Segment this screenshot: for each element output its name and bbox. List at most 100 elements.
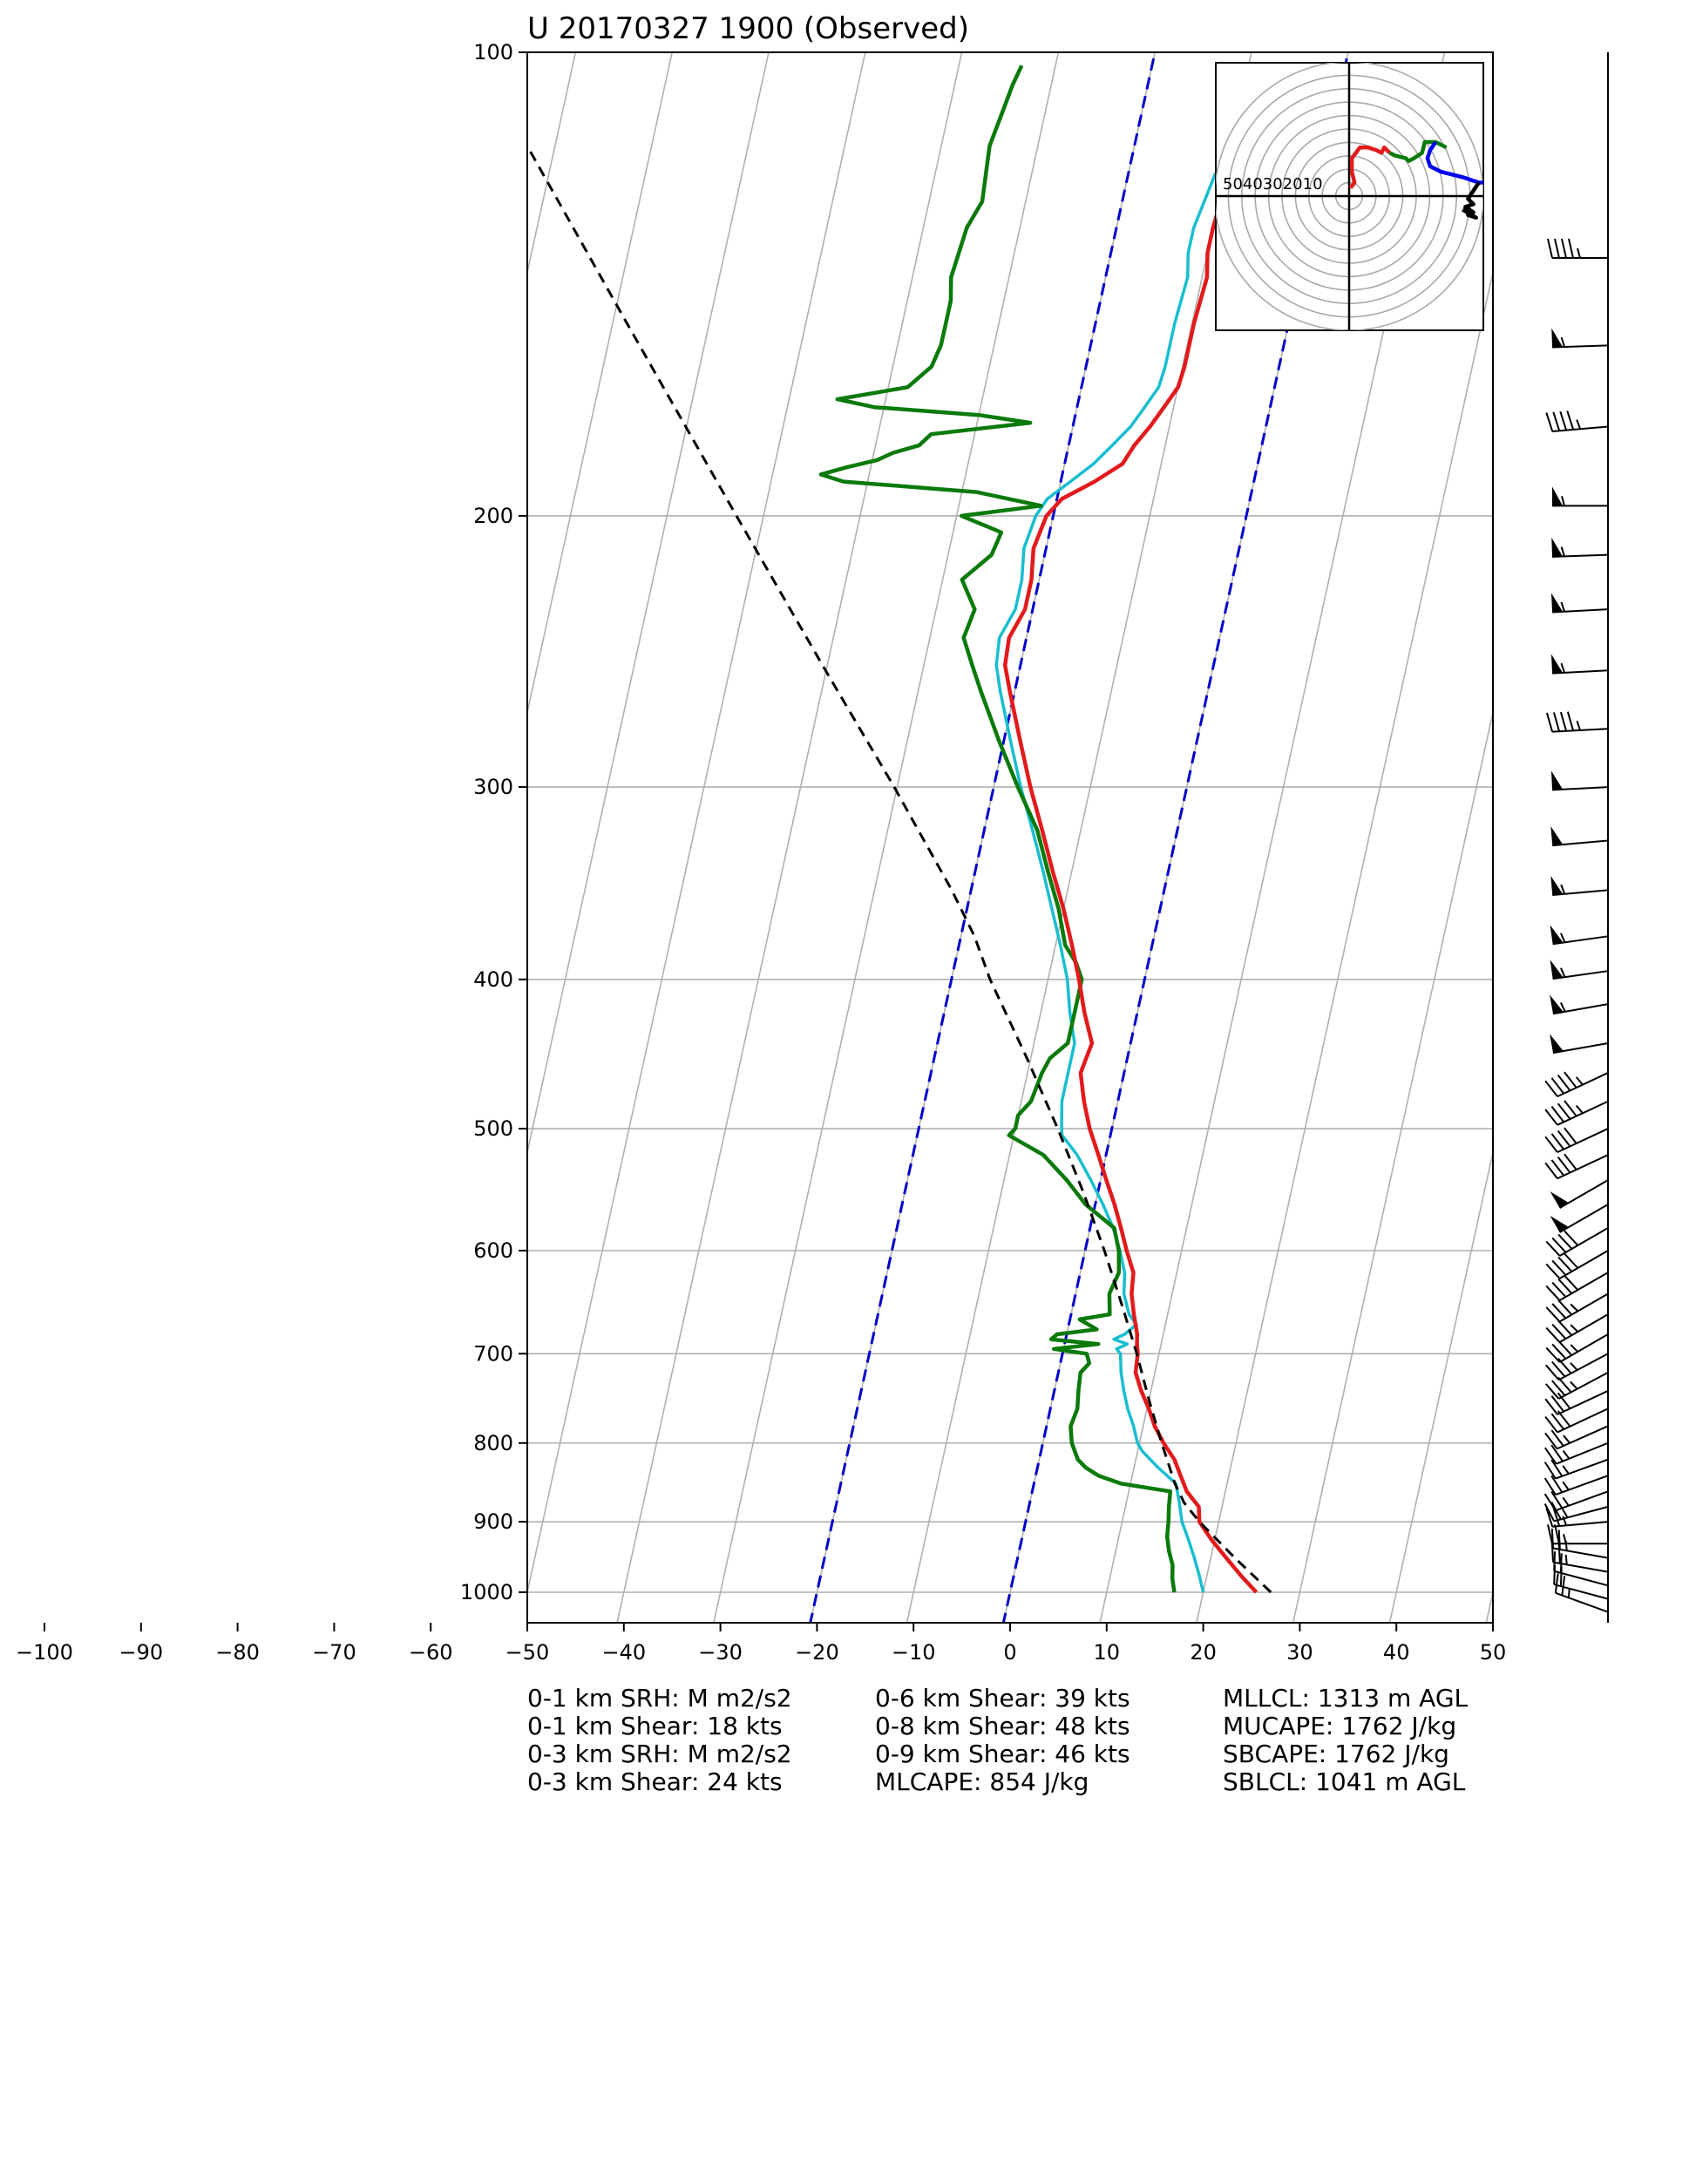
barb-pennant <box>1550 1215 1569 1233</box>
barb-flag <box>1557 1156 1571 1174</box>
x-tick-label: −30 <box>698 1640 743 1665</box>
barb-half-flag <box>1570 1344 1579 1353</box>
barb-flag <box>1557 1392 1571 1409</box>
barb-flag <box>1545 1507 1554 1528</box>
stat-text: MLLCL: 1313 m AGL <box>1223 1684 1469 1713</box>
barb-shaft <box>1557 1390 1609 1415</box>
barb-flag <box>1552 411 1561 431</box>
barb-half-flag <box>1576 419 1582 430</box>
y-tick-label: 300 <box>473 775 513 799</box>
stat-text: SBCAPE: 1762 J/kg <box>1223 1740 1449 1768</box>
barb-shaft <box>1552 1561 1609 1573</box>
barb-shaft <box>1553 1570 1609 1587</box>
barb-shaft <box>1555 1490 1609 1512</box>
wind-barb <box>1550 960 1609 980</box>
barb-shaft <box>1556 1441 1609 1465</box>
stat-text: MLCAPE: 854 J/kg <box>875 1767 1089 1796</box>
barb-pennant <box>1550 960 1564 980</box>
barb-flag <box>1551 1259 1567 1276</box>
wind-barb <box>1545 1507 1609 1528</box>
barb-half-flag <box>1576 720 1581 731</box>
isotherm-gridline <box>0 52 286 1624</box>
barb-flag <box>1564 1274 1579 1291</box>
barb-shaft <box>1558 1353 1609 1381</box>
barb-flag <box>1551 1303 1567 1319</box>
barb-shaft <box>1555 1591 1609 1613</box>
barb-flag <box>1543 1447 1557 1465</box>
barb-pennant <box>1552 486 1563 506</box>
barb-flag <box>1544 1398 1558 1415</box>
x-tick-label: 30 <box>1286 1640 1313 1665</box>
barb-shaft <box>1552 344 1609 349</box>
wind-barb <box>1544 1100 1609 1126</box>
barb-flag <box>1550 1429 1564 1447</box>
barb-flag <box>1554 1524 1560 1544</box>
isotherm-gridline <box>527 52 577 276</box>
barb-flag <box>1544 1136 1558 1153</box>
stat-text: MUCAPE: 1762 J/kg <box>1223 1712 1456 1740</box>
barb-pennant <box>1550 1034 1564 1054</box>
isotherm-gridline <box>713 52 1060 1623</box>
hodo_upper-trace <box>1425 140 1483 185</box>
barb-flag <box>1554 238 1560 259</box>
barb-flag <box>1552 712 1561 732</box>
barb-half-flag <box>1560 967 1566 978</box>
barb-pennant <box>1550 826 1564 846</box>
wind-barb <box>1543 1458 1609 1480</box>
wind-barb <box>1550 876 1609 896</box>
stat-text: 0-1 km SRH: M m2/s2 <box>527 1684 792 1713</box>
wind-barb <box>1543 1441 1609 1465</box>
barb-flag <box>1547 1524 1553 1544</box>
x-tick-label: 10 <box>1094 1640 1121 1665</box>
x-tick-label: −90 <box>119 1640 163 1665</box>
wind-barb <box>1545 1227 1609 1257</box>
barb-shaft <box>1559 1333 1609 1363</box>
barb-half-flag <box>1570 1324 1579 1333</box>
wind-barb <box>1543 1475 1609 1496</box>
isotherm-gridline <box>527 52 770 1156</box>
barb-flag <box>1551 1237 1567 1253</box>
wind-barb <box>1550 770 1609 791</box>
x-axis-ticks: −100 −90 −80 −70 −60 −50 −40 −30 −20 −10 0 10 20 30 40… <box>16 1623 1506 1665</box>
barb-flag <box>1550 1528 1554 1549</box>
x-tick-label: −100 <box>16 1640 73 1665</box>
stat-text: 0-6 km Shear: 39 kts <box>875 1684 1130 1713</box>
barb-flag <box>1550 1077 1565 1095</box>
barb-half-flag <box>1570 1362 1578 1371</box>
barb-flag <box>1547 238 1553 259</box>
wind-barb <box>1545 1292 1609 1323</box>
barb-shaft <box>1559 1250 1609 1279</box>
barb-flag <box>1561 1576 1566 1596</box>
grid-layer <box>0 52 1493 1624</box>
y-tick-label: 1000 <box>460 1580 513 1604</box>
isotherm-gridline <box>527 52 866 1596</box>
barb-pennant <box>1550 925 1564 945</box>
x-tick-label: −20 <box>795 1640 839 1665</box>
wind-barb <box>1545 1313 1609 1344</box>
y-tick-label: 600 <box>473 1238 513 1263</box>
barb-flag <box>1557 1529 1561 1550</box>
wind-barb <box>1545 711 1609 733</box>
barb-half-flag <box>1575 1076 1584 1086</box>
barb-flag <box>1550 1133 1565 1150</box>
stat-text: 0-3 km Shear: 24 kts <box>527 1767 783 1796</box>
barb-shaft <box>1552 425 1609 433</box>
barb-flag <box>1544 1432 1558 1449</box>
barb-flag <box>1568 238 1574 259</box>
wind-barb <box>1547 1524 1608 1545</box>
barb-half-flag <box>1560 546 1565 557</box>
wind-barb <box>1551 537 1609 558</box>
x-tick-label: 40 <box>1383 1640 1410 1665</box>
isotherm-gridline <box>1388 1149 1493 1623</box>
wind-barb <box>1544 1127 1609 1154</box>
barb-flag <box>1557 1074 1571 1091</box>
barb-shaft <box>1557 1425 1609 1450</box>
wind-barb <box>1550 826 1609 847</box>
y-tick-label: 200 <box>473 504 513 528</box>
barb-shaft <box>1553 1505 1609 1523</box>
barb-pennant <box>1550 654 1564 674</box>
wind-barb <box>1544 1390 1609 1415</box>
barb-pennant <box>1551 537 1564 557</box>
y-tick-label: 700 <box>473 1341 513 1366</box>
